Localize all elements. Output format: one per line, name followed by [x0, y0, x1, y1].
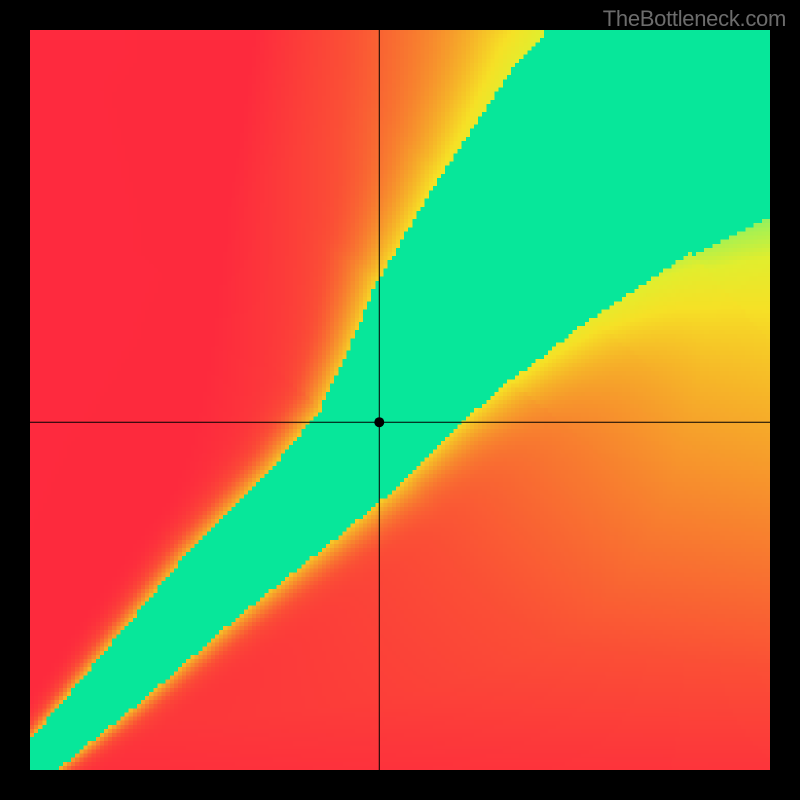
heatmap-canvas: [30, 30, 770, 770]
watermark-text: TheBottleneck.com: [603, 6, 786, 32]
heatmap-plot: [30, 30, 770, 770]
